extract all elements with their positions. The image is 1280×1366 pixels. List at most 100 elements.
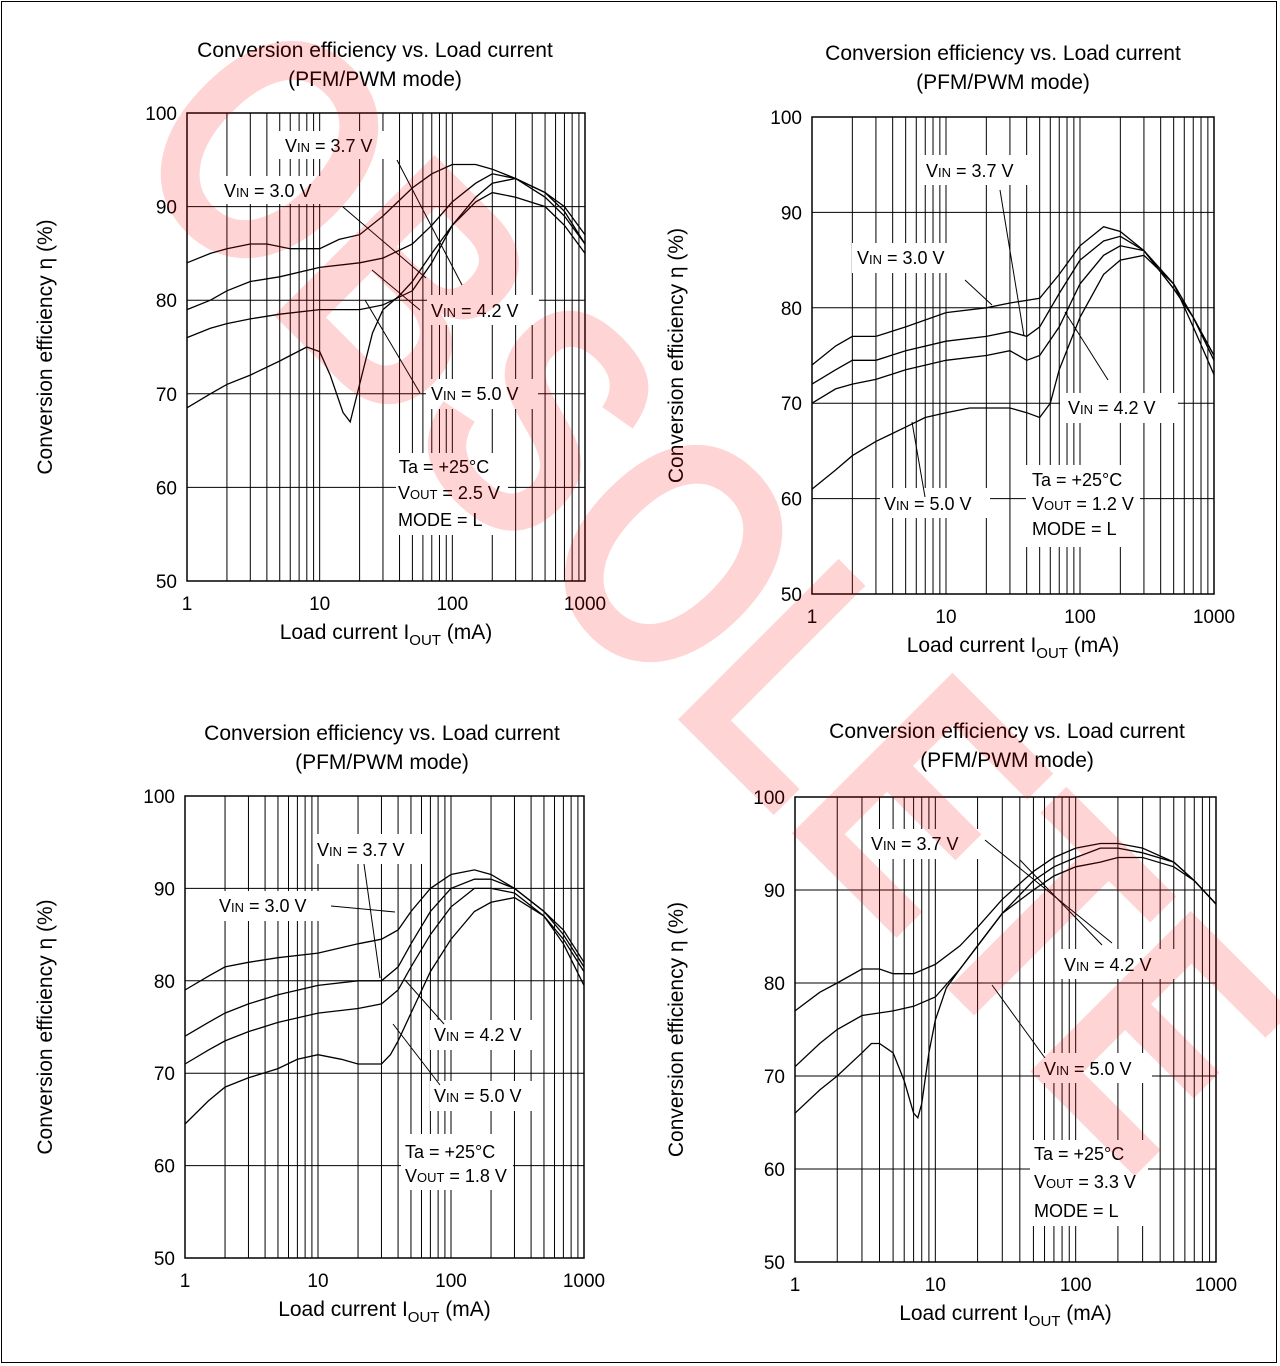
y-tick-label: 90 [781, 203, 802, 224]
y-tick-label: 100 [145, 104, 177, 125]
series-line [794, 856, 1217, 1120]
y-tick-label: 70 [781, 394, 802, 415]
label-background [401, 1134, 513, 1190]
leader-line [396, 159, 463, 286]
chart-title: Conversion efficiency vs. Load current [197, 39, 553, 62]
x-tick-label: 1 [182, 594, 193, 615]
series-line [794, 842, 1217, 1012]
x-tick-label: 1000 [564, 594, 606, 615]
x-tick-label: 10 [309, 594, 330, 615]
y-tick-label: 50 [156, 572, 177, 593]
y-tick-label: 50 [781, 585, 802, 606]
leader-line [342, 206, 427, 279]
y-tick-label: 50 [764, 1253, 785, 1274]
series-line [186, 191, 586, 424]
annotation-label: VIN = 3.7 V [317, 840, 405, 860]
chart-1: VIN = 3.7 V VIN = 3.0 V VIN = 4.2 V VIN = 5… [34, 39, 606, 649]
chart-4: VIN = 3.7 V VIN = 4.2 V VIN = 5.0 V Ta = +2… [665, 720, 1237, 1330]
y-tick-label: 80 [154, 972, 175, 993]
annotation-label: Ta = +25°C [405, 1142, 495, 1162]
label-background [1030, 1140, 1148, 1226]
label-background [1026, 465, 1140, 547]
label-background [1057, 949, 1175, 979]
x-tick-label: 10 [925, 1275, 946, 1296]
y-tick-label: 80 [781, 299, 802, 320]
plot-frame [794, 796, 1217, 1263]
chart-3: VIN = 3.7 V VIN = 3.0 V VIN = 4.2 V VIN = 5… [34, 722, 605, 1326]
annotation-label: VIN = 3.7 V [285, 136, 373, 156]
annotation-label: VOUT = 1.8 V [405, 1166, 507, 1186]
y-tick-label: 70 [764, 1067, 785, 1088]
x-tick-label: 1 [790, 1275, 801, 1296]
y-tick-label: 70 [154, 1064, 175, 1085]
annotation-label: Ta = +25°C [1034, 1144, 1124, 1164]
leader-line [330, 905, 396, 913]
x-tick-label: 100 [436, 594, 468, 615]
x-axis-label: Load current IOUT (mA) [278, 1298, 491, 1326]
x-tick-label: 1 [180, 1271, 191, 1292]
x-tick-label: 1000 [563, 1271, 605, 1292]
y-tick-label: 50 [154, 1249, 175, 1270]
label-background [277, 131, 397, 159]
y-axis-label: Conversion efficiency η (%) [34, 899, 57, 1154]
chart-2: VIN = 3.7 V VIN = 3.0 V VIN = 4.2 V VIN = 5… [665, 42, 1235, 662]
x-axis-label: Load current IOUT (mA) [280, 621, 493, 649]
label-background [1060, 393, 1178, 423]
y-tick-label: 90 [156, 198, 177, 219]
label-background [427, 295, 539, 325]
label-background [215, 891, 331, 921]
x-axis-label: Load current IOUT (mA) [907, 634, 1120, 662]
chart-title: Conversion efficiency vs. Load current [825, 42, 1181, 65]
chart-subtitle: (PFM/PWM mode) [295, 751, 469, 774]
annotation-label: VIN = 4.2 V [431, 301, 519, 321]
annotation-label: VOUT = 3.3 V [1034, 1172, 1136, 1192]
y-axis-label: Conversion efficiency η (%) [34, 219, 57, 474]
annotation-label: VIN = 3.0 V [224, 181, 312, 201]
y-tick-label: 60 [764, 1160, 785, 1181]
y-tick-label: 100 [143, 787, 175, 808]
plot-area [812, 117, 1214, 594]
y-axis-label: Conversion efficiency η (%) [665, 902, 688, 1157]
annotation-label: Ta = +25°C [399, 457, 489, 477]
x-tick-label: 100 [435, 1271, 467, 1292]
leader-line [392, 1023, 441, 1086]
x-tick-label: 100 [1060, 1275, 1092, 1296]
x-tick-label: 100 [1064, 607, 1096, 628]
x-tick-label: 1000 [1195, 1275, 1237, 1296]
annotation-label: VIN = 4.2 V [434, 1025, 522, 1045]
annotation-label: MODE = L [1034, 1201, 1119, 1221]
x-tick-label: 10 [935, 607, 956, 628]
leader-line [984, 839, 1113, 944]
label-background [866, 829, 982, 859]
label-background [219, 176, 343, 204]
annotation-label: VIN = 3.0 V [219, 896, 307, 916]
plot-frame [184, 795, 585, 1259]
annotation-label: VIN = 3.0 V [857, 248, 945, 268]
annotation-label: MODE = L [398, 510, 483, 530]
leader-line [964, 279, 993, 306]
series-line [811, 254, 1215, 490]
leader-line [991, 984, 1046, 1059]
label-background [313, 834, 423, 864]
chart-subtitle: (PFM/PWM mode) [288, 68, 462, 91]
label-background [430, 1081, 542, 1111]
y-tick-label: 60 [154, 1157, 175, 1178]
y-tick-label: 60 [781, 490, 802, 511]
leader-line [404, 979, 445, 1025]
leader-line [911, 421, 926, 498]
annotation-label: VOUT = 2.5 V [398, 483, 500, 503]
chart-title: Conversion efficiency vs. Load current [204, 722, 560, 745]
x-tick-label: 1000 [1193, 607, 1235, 628]
y-tick-label: 80 [156, 291, 177, 312]
x-tick-label: 10 [307, 1271, 328, 1292]
plot-frame [186, 112, 586, 582]
chart-subtitle: (PFM/PWM mode) [920, 749, 1094, 772]
leader-line [999, 189, 1025, 337]
y-axis-label: Conversion efficiency η (%) [665, 228, 688, 483]
label-background [880, 488, 990, 518]
series-line [811, 245, 1215, 404]
y-tick-label: 80 [764, 974, 785, 995]
label-background [426, 379, 538, 409]
